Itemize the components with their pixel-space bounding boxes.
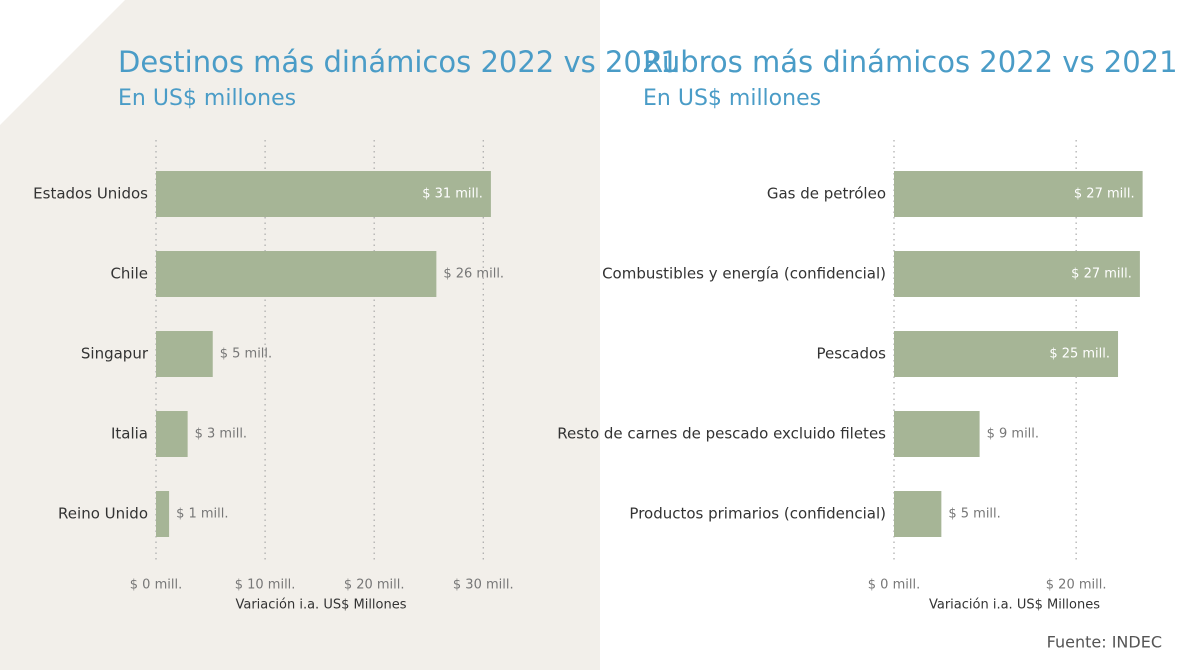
value-label: $ 26 mill. — [443, 267, 504, 282]
corner — [0, 0, 125, 125]
x-tick-label: $ 0 mill. — [130, 578, 182, 593]
category-label: Italia — [111, 425, 148, 443]
bar — [894, 331, 1119, 377]
x-axis-label: Variación i.a. US$ Millones — [235, 598, 406, 613]
category-label: Productos primarios (confidencial) — [629, 505, 886, 523]
category-label: Estados Unidos — [33, 185, 148, 203]
x-tick-label: $ 20 mill. — [344, 578, 405, 593]
x-tick-label: $ 0 mill. — [868, 578, 920, 593]
value-label: $ 27 mill. — [1071, 267, 1132, 282]
category-label: Combustibles y energía (confidencial) — [602, 265, 886, 283]
value-label: $ 31 mill. — [422, 187, 483, 202]
bar — [156, 171, 491, 217]
value-label: $ 5 mill. — [220, 347, 272, 362]
chart-title: Destinos más dinámicos 2022 vs 2021 — [118, 45, 679, 79]
category-label: Chile — [110, 265, 148, 283]
x-tick-label: $ 10 mill. — [235, 578, 296, 593]
category-label: Singapur — [81, 345, 149, 363]
category-label: Resto de carnes de pescado excluido file… — [557, 425, 886, 443]
bar — [894, 251, 1140, 297]
source: Fuente: INDEC — [1047, 633, 1162, 652]
value-label: $ 5 mill. — [948, 507, 1000, 522]
value-label: $ 9 mill. — [987, 427, 1039, 442]
chart-subtitle: En US$ millones — [643, 86, 821, 111]
value-label: $ 3 mill. — [195, 427, 247, 442]
x-tick-label: $ 20 mill. — [1046, 578, 1107, 593]
value-label: $ 1 mill. — [176, 507, 228, 522]
category-label: Gas de petróleo — [767, 185, 886, 203]
category-label: Reino Unido — [58, 505, 148, 523]
value-label: $ 25 mill. — [1049, 347, 1110, 362]
bar — [156, 331, 213, 377]
bar — [894, 491, 942, 537]
category-label: Pescados — [816, 345, 886, 363]
bar — [156, 411, 188, 457]
chart-subtitle: En US$ millones — [118, 86, 296, 111]
x-tick-label: $ 30 mill. — [453, 578, 514, 593]
left-panel — [0, 0, 600, 670]
chart-title: Rubros más dinámicos 2022 vs 2021 — [643, 45, 1178, 79]
bar — [894, 171, 1143, 217]
bar — [894, 411, 980, 457]
bar — [156, 491, 170, 537]
x-axis-label: Variación i.a. US$ Millones — [929, 598, 1100, 613]
value-label: $ 27 mill. — [1074, 187, 1135, 202]
bar — [156, 251, 437, 297]
